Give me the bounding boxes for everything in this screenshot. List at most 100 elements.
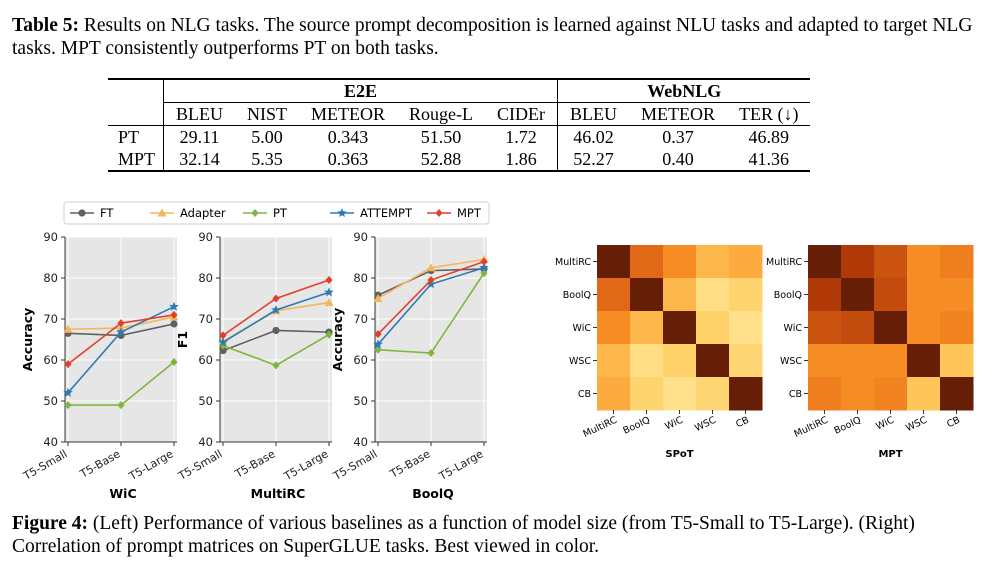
- heatmap-cell: [808, 278, 842, 312]
- heatmap-cell: [841, 278, 875, 312]
- heatmap-row-label: WiC: [784, 323, 803, 334]
- legend-label: PT: [273, 206, 288, 220]
- y-tick-label: 60: [43, 353, 58, 367]
- data-point-pt: [325, 330, 333, 339]
- row-label: PT: [108, 125, 165, 148]
- y-axis-label: F1: [175, 331, 190, 348]
- y-axis-label: Accuracy: [330, 308, 345, 372]
- data-point-adapter: [373, 294, 383, 302]
- y-tick-label: 70: [353, 312, 368, 326]
- y-axis-label: Accuracy: [20, 308, 35, 372]
- data-point-pt: [117, 401, 125, 410]
- x-tick-label: T5-Base: [232, 447, 278, 481]
- y-tick-label: 50: [353, 394, 368, 408]
- table-row: MPT 32.14 5.35 0.363 52.88 1.86 52.27 0.…: [108, 148, 811, 172]
- x-tick-label: T5-Base: [77, 447, 123, 481]
- legend-marker-mpt: [435, 209, 443, 217]
- heatmap-cell: [696, 278, 730, 312]
- heatmap-cell: [808, 311, 842, 345]
- data-point-attempt: [324, 287, 334, 297]
- heatmap-cell: [663, 311, 697, 345]
- figure-caption: Figure 4: (Left) Performance of various …: [12, 512, 987, 558]
- heatmap-cell: [874, 311, 908, 345]
- data-point-mpt: [325, 276, 333, 285]
- table-cell: 52.88: [397, 148, 485, 172]
- heatmap-cell: [630, 377, 664, 411]
- table-cell: 1.72: [485, 125, 558, 148]
- y-tick-label: 60: [198, 353, 213, 367]
- table-cell: 0.40: [629, 148, 727, 172]
- y-tick-label: 90: [198, 230, 213, 244]
- heatmap-panel: MultiRCMultiRCBoolQBoolQWiCWiCWSCWSCCBCB…: [555, 245, 763, 460]
- data-point-attempt: [169, 301, 179, 311]
- heatmap-cell: [597, 245, 631, 279]
- heatmap-cell: [874, 245, 908, 279]
- y-tick-label: 70: [198, 312, 213, 326]
- legend-label: MPT: [457, 206, 482, 220]
- heatmap-cell: [729, 344, 763, 378]
- data-point-ft: [170, 320, 178, 328]
- heatmap-cell: [630, 278, 664, 312]
- data-point-attempt: [63, 387, 73, 397]
- y-tick-label: 50: [43, 394, 58, 408]
- heatmap-cell: [940, 311, 974, 345]
- data-point-attempt: [479, 262, 489, 272]
- data-point-mpt: [170, 310, 178, 319]
- y-tick-label: 90: [353, 230, 368, 244]
- heatmap-row-label: BoolQ: [774, 290, 802, 301]
- group-header-e2e: E2E: [163, 78, 558, 103]
- heatmap-cell: [841, 311, 875, 345]
- heatmap-cell: [729, 377, 763, 411]
- heatmap-cell: [597, 344, 631, 378]
- heatmap-cell: [874, 377, 908, 411]
- table-cell: 5.35: [235, 148, 300, 172]
- y-tick-label: 60: [353, 353, 368, 367]
- legend-label: ATTEMPT: [360, 206, 413, 220]
- y-tick-label: 50: [198, 394, 213, 408]
- heatmap-col-label: CB: [734, 415, 751, 431]
- heatmap-cell: [597, 377, 631, 411]
- table-cell: 41.36: [727, 148, 811, 172]
- data-point-mpt: [374, 330, 382, 339]
- data-point-pt: [427, 349, 435, 358]
- col-header: CIDEr: [485, 102, 558, 126]
- data-point-adapter: [63, 324, 73, 333]
- heatmap-cell: [940, 344, 974, 378]
- x-tick-label: T5-Large: [436, 447, 486, 483]
- heatmap-col-label: MultiRC: [582, 415, 620, 440]
- table-cell: 0.363: [299, 148, 398, 172]
- heatmap-cell: [841, 245, 875, 279]
- heatmap-cell: [729, 278, 763, 312]
- data-point-ft: [219, 346, 227, 355]
- table-caption-text: Results on NLG tasks. The source prompt …: [12, 15, 973, 59]
- table-cell: 0.37: [662, 127, 694, 147]
- panel-title: BoolQ: [412, 486, 454, 501]
- heatmap-col-label: CB: [945, 415, 962, 431]
- heatmap-cell: [729, 311, 763, 345]
- heatmap-col-label: WSC: [904, 415, 929, 434]
- data-point-mpt: [64, 360, 72, 369]
- heatmap-panel: MultiRCMultiRCBoolQBoolQWiCWiCWSCWSCCBCB…: [766, 245, 974, 460]
- data-point-mpt: [219, 331, 227, 340]
- heatmap-col-label: BoolQ: [833, 415, 863, 437]
- table-cell: 51.50: [420, 127, 462, 147]
- data-point-mpt: [272, 294, 280, 303]
- col-header: METEOR: [299, 102, 398, 126]
- heatmap-col-label: BoolQ: [622, 415, 652, 437]
- header-blank: [108, 102, 165, 126]
- heatmap-row-label: MultiRC: [766, 257, 802, 268]
- heatmap-cell: [808, 377, 842, 411]
- heatmap-cell: [663, 245, 697, 279]
- legend-frame: [63, 201, 490, 225]
- table-cell: 46.02: [573, 127, 614, 147]
- table-caption-label: Table 5:: [12, 15, 80, 36]
- y-tick-label: 80: [353, 271, 368, 285]
- data-point-attempt: [373, 339, 383, 349]
- heatmap-cell: [874, 344, 908, 378]
- data-point-adapter: [426, 263, 436, 272]
- heatmap-cell: [630, 311, 664, 345]
- heatmap-cell: [696, 311, 730, 345]
- heatmap-cell: [597, 278, 631, 312]
- heatmap-cell: [940, 377, 974, 411]
- table-cell: 52.27: [557, 148, 629, 172]
